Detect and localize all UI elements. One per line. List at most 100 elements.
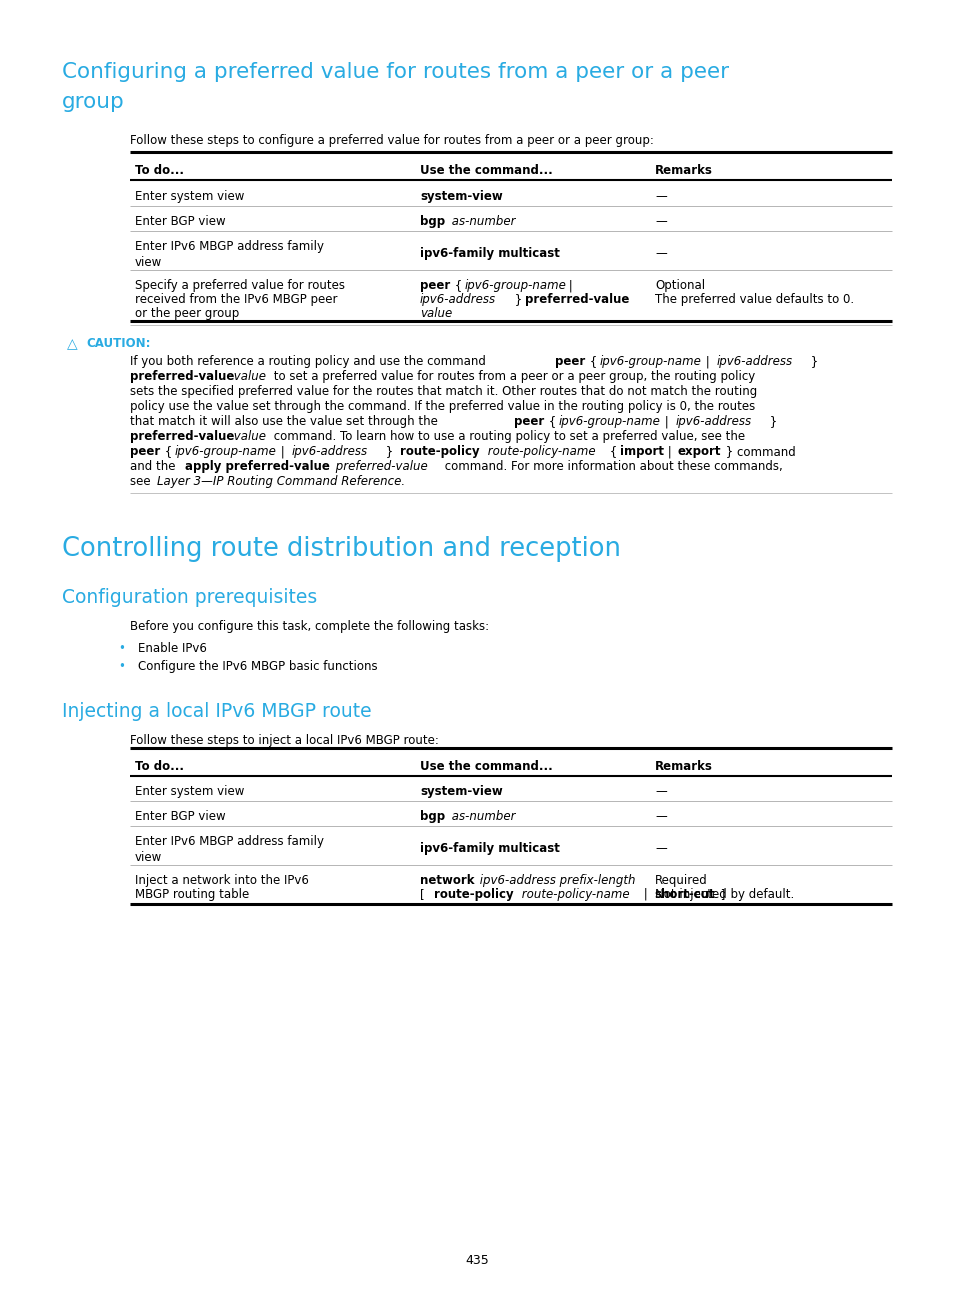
Text: ipv6-address: ipv6-address: [419, 293, 496, 306]
Text: bgp: bgp: [419, 810, 445, 823]
Text: Enter IPv6 MBGP address family: Enter IPv6 MBGP address family: [135, 240, 324, 253]
Text: ipv6-address: ipv6-address: [717, 355, 792, 368]
Text: ipv6-family multicast: ipv6-family multicast: [419, 248, 559, 260]
Text: preferred-value: preferred-value: [524, 293, 629, 306]
Text: MBGP routing table: MBGP routing table: [135, 888, 249, 901]
Text: Configuration prerequisites: Configuration prerequisites: [62, 588, 317, 607]
Text: or the peer group: or the peer group: [135, 307, 239, 320]
Text: CAUTION:: CAUTION:: [86, 337, 151, 350]
Text: —: —: [655, 842, 666, 855]
Text: }: }: [381, 445, 396, 457]
Text: export: export: [678, 445, 720, 457]
Text: Layer 3—IP Routing Command Reference.: Layer 3—IP Routing Command Reference.: [157, 476, 405, 489]
Text: route-policy: route-policy: [399, 445, 479, 457]
Text: The preferred value defaults to 0.: The preferred value defaults to 0.: [655, 293, 853, 306]
Text: Follow these steps to inject a local IPv6 MBGP route:: Follow these steps to inject a local IPv…: [130, 734, 438, 746]
Text: preferred-value: preferred-value: [332, 460, 427, 473]
Text: {: {: [585, 355, 600, 368]
Text: Follow these steps to configure a preferred value for routes from a peer or a pe: Follow these steps to configure a prefer…: [130, 133, 653, 146]
Text: {: {: [605, 445, 620, 457]
Text: |: |: [660, 415, 672, 428]
Text: To do...: To do...: [135, 759, 184, 772]
Text: to set a preferred value for routes from a peer or a peer group, the routing pol: to set a preferred value for routes from…: [270, 369, 755, 384]
Text: Enter system view: Enter system view: [135, 785, 244, 798]
Text: Use the command...: Use the command...: [419, 165, 552, 178]
Text: and the: and the: [130, 460, 179, 473]
Text: route-policy-name: route-policy-name: [483, 445, 595, 457]
Text: Configure the IPv6 MBGP basic functions: Configure the IPv6 MBGP basic functions: [138, 660, 377, 673]
Text: preferred-value: preferred-value: [130, 430, 234, 443]
Text: Specify a preferred value for routes: Specify a preferred value for routes: [135, 279, 345, 292]
Text: }: }: [511, 293, 525, 306]
Text: {: {: [161, 445, 175, 457]
Text: that match it will also use the value set through the: that match it will also use the value se…: [130, 415, 441, 428]
Text: route-policy: route-policy: [434, 888, 513, 901]
Text: }: }: [765, 415, 777, 428]
Text: |: |: [701, 355, 713, 368]
Text: group: group: [62, 92, 125, 111]
Text: {: {: [451, 279, 465, 292]
Text: —: —: [655, 248, 666, 260]
Text: —: —: [655, 215, 666, 228]
Text: Remarks: Remarks: [655, 165, 712, 178]
Text: ipv6-group-name: ipv6-group-name: [174, 445, 276, 457]
Text: view: view: [135, 851, 162, 864]
Text: command. For more information about these commands,: command. For more information about thes…: [440, 460, 781, 473]
Text: If you both reference a routing policy and use the command: If you both reference a routing policy a…: [130, 355, 489, 368]
Text: ]: ]: [717, 888, 724, 901]
Text: |: |: [663, 445, 675, 457]
Text: sets the specified preferred value for the routes that match it. Other routes th: sets the specified preferred value for t…: [130, 385, 757, 398]
Text: Enable IPv6: Enable IPv6: [138, 642, 207, 654]
Text: 435: 435: [465, 1255, 488, 1267]
Text: view: view: [135, 257, 162, 270]
Text: apply preferred-value: apply preferred-value: [185, 460, 330, 473]
Text: ipv6-family multicast: ipv6-family multicast: [419, 842, 559, 855]
Text: as-number: as-number: [448, 810, 515, 823]
Text: peer: peer: [419, 279, 450, 292]
Text: ipv6-group-name: ipv6-group-name: [599, 355, 701, 368]
Text: Required: Required: [655, 874, 707, 886]
Text: } command: } command: [721, 445, 795, 457]
Text: policy use the value set through the command. If the preferred value in the rout: policy use the value set through the com…: [130, 400, 755, 413]
Text: Enter IPv6 MBGP address family: Enter IPv6 MBGP address family: [135, 835, 324, 848]
Text: command. To learn how to use a routing policy to set a preferred value, see the: command. To learn how to use a routing p…: [270, 430, 744, 443]
Text: ipv6-address: ipv6-address: [292, 445, 368, 457]
Text: —: —: [655, 810, 666, 823]
Text: Before you configure this task, complete the following tasks:: Before you configure this task, complete…: [130, 619, 489, 632]
Text: Controlling route distribution and reception: Controlling route distribution and recep…: [62, 537, 620, 562]
Text: preferred-value: preferred-value: [130, 369, 234, 384]
Text: peer: peer: [130, 445, 160, 457]
Text: received from the IPv6 MBGP peer: received from the IPv6 MBGP peer: [135, 293, 337, 306]
Text: import: import: [619, 445, 663, 457]
Text: Remarks: Remarks: [655, 759, 712, 772]
Text: short-cut: short-cut: [654, 888, 714, 901]
Text: [: [: [419, 888, 428, 901]
Text: ipv6-address prefix-length: ipv6-address prefix-length: [476, 874, 635, 886]
Text: see: see: [130, 476, 154, 489]
Text: value: value: [230, 430, 266, 443]
Text: |: |: [564, 279, 572, 292]
Text: }: }: [806, 355, 818, 368]
Text: network: network: [419, 874, 474, 886]
Text: |: |: [276, 445, 288, 457]
Text: route-policy-name: route-policy-name: [517, 888, 629, 901]
Text: Inject a network into the IPv6: Inject a network into the IPv6: [135, 874, 309, 886]
Text: Configuring a preferred value for routes from a peer or a peer: Configuring a preferred value for routes…: [62, 62, 728, 82]
Text: Optional: Optional: [655, 279, 704, 292]
Text: system-view: system-view: [419, 191, 502, 203]
Text: peer: peer: [555, 355, 584, 368]
Text: peer: peer: [514, 415, 543, 428]
Text: Use the command...: Use the command...: [419, 759, 552, 772]
Text: ipv6-group-name: ipv6-group-name: [464, 279, 566, 292]
Text: To do...: To do...: [135, 165, 184, 178]
Text: •: •: [118, 660, 125, 673]
Text: Enter BGP view: Enter BGP view: [135, 215, 226, 228]
Text: {: {: [544, 415, 559, 428]
Text: value: value: [230, 369, 266, 384]
Text: —: —: [655, 191, 666, 203]
Text: |: |: [639, 888, 651, 901]
Text: —: —: [655, 785, 666, 798]
Text: Enter system view: Enter system view: [135, 191, 244, 203]
Text: value: value: [419, 307, 452, 320]
Text: ipv6-group-name: ipv6-group-name: [558, 415, 660, 428]
